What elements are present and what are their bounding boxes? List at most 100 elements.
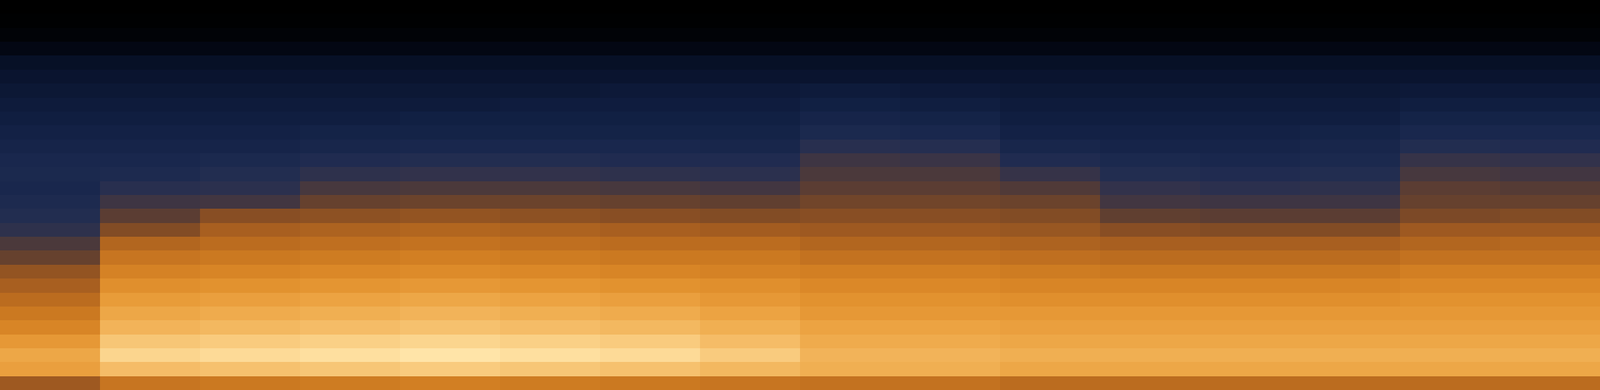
cell bbox=[1500, 223, 1600, 238]
cell bbox=[900, 250, 1001, 265]
cell bbox=[700, 69, 801, 85]
cell bbox=[900, 83, 1001, 98]
cell bbox=[100, 223, 201, 238]
cell bbox=[1400, 334, 1501, 349]
cell bbox=[1300, 153, 1401, 168]
cell bbox=[100, 334, 201, 349]
cell bbox=[900, 41, 1001, 57]
cell bbox=[1200, 13, 1301, 29]
cell bbox=[300, 28, 401, 43]
cell bbox=[1500, 292, 1600, 308]
cell bbox=[800, 208, 901, 224]
cell bbox=[0, 153, 101, 168]
cell bbox=[1000, 139, 1101, 154]
cell bbox=[1400, 41, 1501, 57]
cell bbox=[400, 111, 501, 126]
cell bbox=[400, 153, 501, 168]
cell bbox=[1200, 250, 1301, 265]
cell bbox=[100, 153, 201, 168]
cell bbox=[1200, 28, 1301, 43]
cell bbox=[300, 13, 401, 29]
cell bbox=[800, 13, 901, 29]
cell bbox=[700, 306, 801, 321]
cell bbox=[1400, 28, 1501, 43]
cell bbox=[800, 97, 901, 113]
cell bbox=[1100, 236, 1201, 252]
cell bbox=[1200, 153, 1301, 168]
cell bbox=[1000, 208, 1101, 224]
cell bbox=[0, 306, 101, 321]
cell bbox=[500, 376, 601, 390]
cell bbox=[700, 181, 801, 196]
cell bbox=[900, 361, 1001, 377]
cell bbox=[1000, 236, 1101, 252]
cell bbox=[800, 223, 901, 238]
cell bbox=[1500, 13, 1600, 29]
cell bbox=[0, 334, 101, 349]
cell bbox=[1200, 361, 1301, 377]
cell bbox=[600, 278, 701, 293]
cell bbox=[900, 69, 1001, 85]
cell bbox=[1500, 139, 1600, 154]
cell bbox=[200, 376, 301, 390]
cell bbox=[1000, 55, 1101, 70]
cell bbox=[100, 236, 201, 252]
cell bbox=[1100, 334, 1201, 349]
cell bbox=[700, 250, 801, 265]
cell bbox=[600, 292, 701, 308]
cell bbox=[700, 264, 801, 280]
cell bbox=[1500, 278, 1600, 293]
cell bbox=[0, 376, 101, 390]
cell bbox=[0, 320, 101, 335]
cell bbox=[200, 208, 301, 224]
cell bbox=[1200, 111, 1301, 126]
cell bbox=[1100, 153, 1201, 168]
cell bbox=[300, 236, 401, 252]
cell bbox=[300, 97, 401, 113]
cell bbox=[1400, 181, 1501, 196]
cell bbox=[500, 69, 601, 85]
cell bbox=[0, 264, 101, 280]
cell bbox=[1000, 83, 1101, 98]
cell bbox=[1400, 153, 1501, 168]
cell bbox=[400, 28, 501, 43]
cell bbox=[600, 250, 701, 265]
cell bbox=[600, 208, 701, 224]
cell bbox=[1000, 223, 1101, 238]
cell bbox=[400, 278, 501, 293]
cell bbox=[0, 41, 101, 57]
cell bbox=[1300, 0, 1401, 15]
cell bbox=[1500, 181, 1600, 196]
cell bbox=[700, 223, 801, 238]
cell bbox=[900, 264, 1001, 280]
cell bbox=[1200, 348, 1301, 363]
cell bbox=[1300, 334, 1401, 349]
cell bbox=[200, 139, 301, 154]
cell bbox=[1000, 292, 1101, 308]
cell bbox=[0, 97, 101, 113]
cell bbox=[0, 55, 101, 70]
cell bbox=[100, 361, 201, 377]
cell bbox=[100, 376, 201, 390]
cell bbox=[1400, 348, 1501, 363]
cell bbox=[1000, 13, 1101, 29]
cell bbox=[600, 376, 701, 390]
cell bbox=[1200, 55, 1301, 70]
cell bbox=[0, 361, 101, 377]
cell bbox=[0, 83, 101, 98]
cell bbox=[1100, 97, 1201, 113]
cell bbox=[600, 166, 701, 182]
cell bbox=[400, 69, 501, 85]
cell bbox=[0, 236, 101, 252]
cell bbox=[1300, 361, 1401, 377]
cell bbox=[600, 41, 701, 57]
cell bbox=[1500, 250, 1600, 265]
cell bbox=[500, 306, 601, 321]
cell bbox=[500, 0, 601, 15]
cell bbox=[500, 139, 601, 154]
cell bbox=[100, 13, 201, 29]
cell bbox=[1500, 83, 1600, 98]
cell bbox=[1100, 69, 1201, 85]
cell bbox=[1300, 348, 1401, 363]
cell bbox=[400, 250, 501, 265]
